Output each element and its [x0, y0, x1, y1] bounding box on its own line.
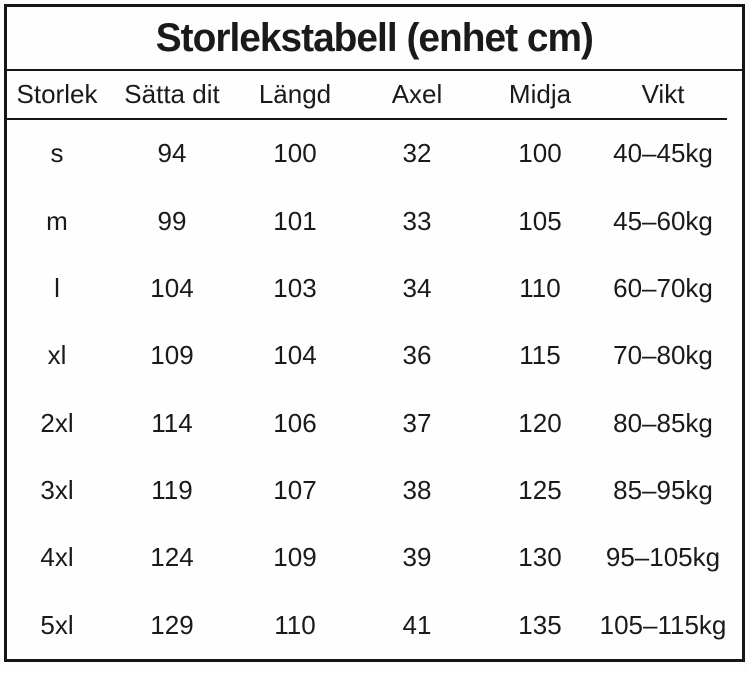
table-cell: 4xl [40, 542, 74, 573]
table-header-row: Storlek Sätta dit Längd Axel Midja Vikt [7, 71, 727, 120]
table-cell: 119 [151, 475, 193, 506]
table-cell: 107 [273, 475, 317, 506]
table-row: l 104 103 34 110 60–70kg [7, 255, 727, 322]
table-cell: 103 [273, 272, 317, 303]
table-cell: 100 [518, 138, 562, 169]
table-cell: 105–115kg [599, 609, 727, 640]
table-cell: 80–85kg [613, 407, 713, 438]
table-cell: 60–70kg [613, 272, 713, 303]
table-cell: 135 [518, 609, 562, 640]
header-cell: Storlek [16, 79, 98, 109]
header-cell: Vikt [641, 79, 685, 109]
table-row: xl 109 104 36 115 70–80kg [7, 322, 727, 389]
header-cell: Axel [391, 79, 443, 109]
table-title-bar: Storlekstabell (enhet cm) [7, 7, 742, 71]
table-cell: 104 [273, 340, 317, 371]
table-cell: 130 [518, 542, 562, 573]
table-cell: 110 [274, 609, 316, 640]
table-row: 2xl 114 106 37 120 80–85kg [7, 390, 727, 457]
table-cell: 120 [518, 407, 562, 438]
table-cell: 34 [402, 272, 432, 303]
header-cell: Längd [258, 79, 332, 109]
table-cell: 85–95kg [613, 475, 713, 506]
table-cell: 94 [157, 138, 187, 169]
table-cell: l [54, 272, 60, 303]
table-cell: 124 [150, 542, 194, 573]
table-row: s 94 100 32 100 40–45kg [7, 120, 727, 187]
table-cell: 115 [519, 340, 561, 371]
table-cell: 32 [402, 138, 432, 169]
table-cell: 114 [151, 407, 193, 438]
table-body: s 94 100 32 100 40–45kg m 99 101 33 105 45–60kg l 104… [7, 120, 742, 659]
table-title: Storlekstabell (enhet cm) [155, 15, 594, 60]
table-cell: m [46, 205, 68, 236]
table-cell: 2xl [40, 407, 74, 438]
table-row: 5xl 129 110 41 135 105–115kg [7, 592, 727, 659]
table-cell: 105 [518, 205, 562, 236]
table-row: 3xl 119 107 38 125 85–95kg [7, 457, 727, 524]
table-cell: 125 [518, 475, 562, 506]
table-cell: 101 [273, 205, 317, 236]
table-cell: 109 [150, 340, 194, 371]
table-cell: 3xl [40, 475, 74, 506]
table-cell: 106 [273, 407, 317, 438]
table-cell: s [50, 138, 64, 169]
table-cell: 100 [273, 138, 317, 169]
table-cell: xl [47, 340, 67, 371]
table-cell: 36 [402, 340, 432, 371]
table-cell: 110 [519, 272, 561, 303]
table-cell: 70–80kg [613, 340, 713, 371]
table-cell: 33 [402, 205, 432, 236]
table-cell: 40–45kg [613, 138, 713, 169]
table-cell: 39 [402, 542, 432, 573]
header-cell: Midja [508, 79, 572, 109]
table-cell: 95–105kg [605, 542, 721, 573]
table-cell: 129 [150, 609, 194, 640]
table-cell: 104 [150, 272, 194, 303]
table-cell: 99 [157, 205, 187, 236]
header-cell: Sätta dit [124, 79, 220, 109]
table-row: 4xl 124 109 39 130 95–105kg [7, 524, 727, 591]
size-table: Storlekstabell (enhet cm) Storlek Sätta d… [4, 4, 745, 662]
table-cell: 5xl [40, 609, 74, 640]
table-row: m 99 101 33 105 45–60kg [7, 187, 727, 254]
table-cell: 45–60kg [613, 205, 713, 236]
table-cell: 109 [273, 542, 317, 573]
table-cell: 37 [402, 407, 432, 438]
table-cell: 41 [402, 609, 432, 640]
table-cell: 38 [402, 475, 432, 506]
